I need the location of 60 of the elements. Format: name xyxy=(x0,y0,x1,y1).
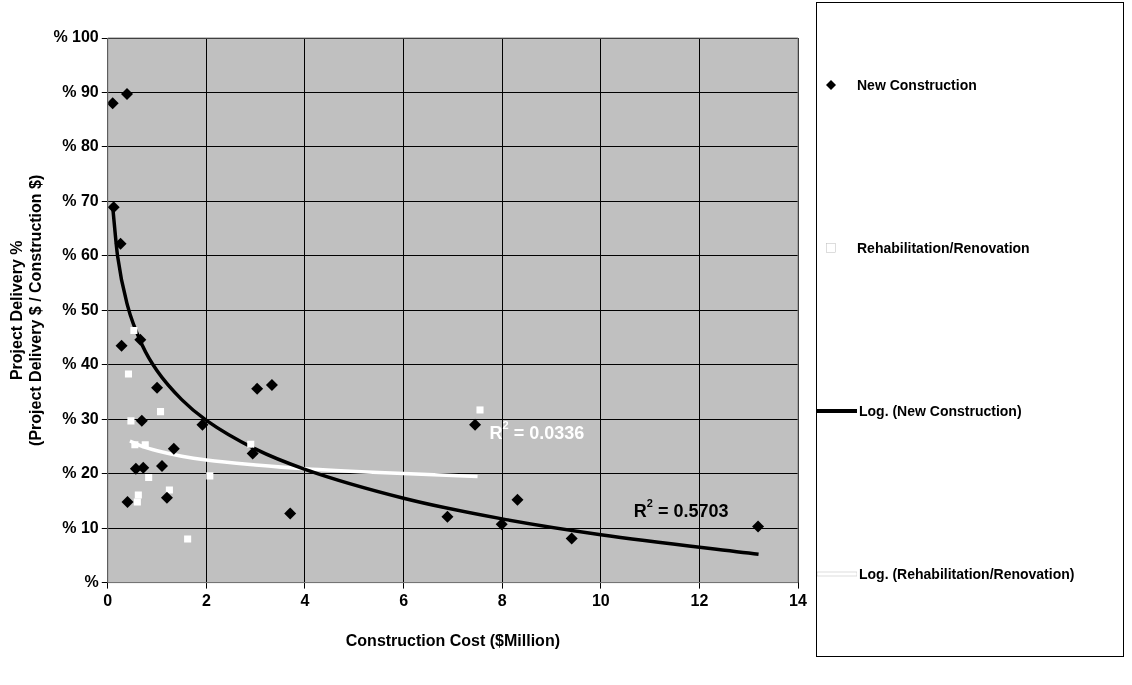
legend-label: Log. (New Construction) xyxy=(859,403,1022,420)
x-tick-label: 6 xyxy=(399,591,409,609)
line-series xyxy=(128,439,480,479)
x-tick-label: 10 xyxy=(591,591,610,609)
point xyxy=(124,370,133,378)
y-tick-label: % 40 xyxy=(62,355,99,373)
point xyxy=(206,472,214,480)
x-axis-title: Construction Cost ($Million) xyxy=(345,631,560,649)
point xyxy=(134,491,142,499)
point xyxy=(184,535,192,543)
point xyxy=(167,442,180,455)
x-tick-label: 14 xyxy=(789,591,807,609)
point xyxy=(133,498,141,506)
y-tick-label: % 100 xyxy=(53,28,99,46)
point xyxy=(160,491,173,504)
y-tick-label: % 80 xyxy=(62,137,99,155)
legend-label: Log. (Rehabilitation/Renovation) xyxy=(859,566,1075,583)
point xyxy=(476,406,484,414)
point xyxy=(114,237,127,250)
point xyxy=(127,417,135,425)
point xyxy=(265,378,278,391)
y-tick-label: % 70 xyxy=(62,191,99,209)
legend-label: New Construction xyxy=(857,76,977,93)
y-tick-label: % 30 xyxy=(62,409,99,427)
y-tick-label: % 60 xyxy=(62,246,99,264)
point xyxy=(565,532,578,545)
point xyxy=(145,473,153,482)
x-tick-label: 0 xyxy=(103,591,113,609)
x-tick-label: 12 xyxy=(690,591,709,609)
point xyxy=(156,460,168,473)
point xyxy=(165,486,173,494)
y-tick-label: % 10 xyxy=(62,518,99,536)
point xyxy=(121,496,134,508)
point xyxy=(131,441,139,449)
x-tick-label: 8 xyxy=(497,591,507,609)
point xyxy=(246,447,259,460)
point xyxy=(134,333,147,346)
x-tick-label: 2 xyxy=(201,591,211,609)
x-tick-label: 4 xyxy=(300,591,310,609)
y-tick-label: % 90 xyxy=(62,82,99,100)
point xyxy=(156,408,165,416)
point xyxy=(107,97,119,110)
point xyxy=(441,510,454,523)
legend-label: Rehabilitation/Renovation xyxy=(857,239,1030,256)
y-tick-label: % xyxy=(84,573,99,591)
point xyxy=(130,326,138,334)
point xyxy=(284,507,297,520)
point xyxy=(135,414,148,427)
point xyxy=(115,339,128,352)
y-tick-label: % 50 xyxy=(62,300,99,318)
point xyxy=(752,520,765,533)
point xyxy=(469,418,482,431)
point xyxy=(121,88,133,101)
point xyxy=(247,440,255,448)
y-axis-title: Project Delivery % (Project Delivery $ / Construction $) xyxy=(8,174,45,446)
y-tick-label: % 20 xyxy=(62,464,99,482)
point xyxy=(151,381,164,394)
point xyxy=(141,441,149,449)
point xyxy=(251,382,264,395)
point xyxy=(511,493,524,506)
